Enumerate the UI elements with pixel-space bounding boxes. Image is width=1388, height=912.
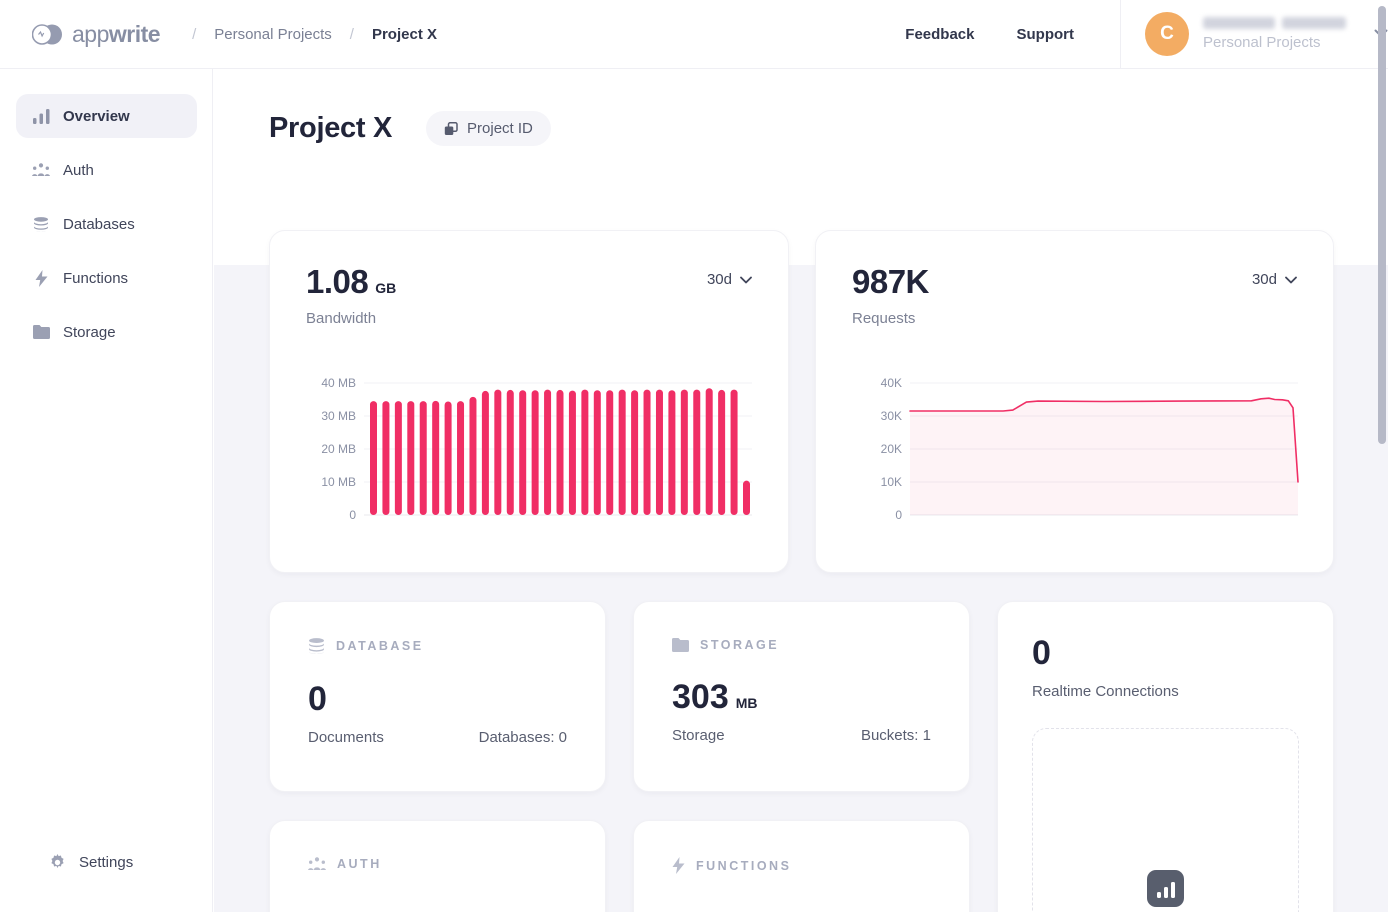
svg-text:10K: 10K: [881, 475, 902, 489]
sidebar-item-label: Settings: [79, 853, 134, 871]
bandwidth-chart: 40 MB 30 MB 20 MB 10 MB 0: [321, 376, 752, 522]
users-icon: [308, 857, 326, 871]
account-text: Personal Projects: [1203, 17, 1346, 51]
database-category-label: DATABASE: [336, 639, 424, 653]
requests-card: 987K Requests 30d 40K 30K 20K 10K 0: [815, 230, 1334, 573]
appwrite-logo[interactable]: appwrite: [32, 20, 161, 48]
auth-category-label: AUTH: [337, 857, 382, 871]
bandwidth-label: Bandwidth: [306, 310, 377, 327]
sidebar-item-overview[interactable]: Overview: [16, 94, 197, 138]
documents-label: Documents: [308, 729, 384, 746]
storage-unit: MB: [735, 695, 758, 711]
svg-text:40K: 40K: [881, 376, 902, 390]
sidebar-item-databases[interactable]: Databases: [16, 202, 197, 246]
sidebar-item-label: Auth: [63, 161, 94, 179]
account-menu-button[interactable]: C Personal Projects: [1120, 0, 1388, 69]
sidebar-item-label: Storage: [63, 323, 116, 341]
sidebar-item-label: Functions: [63, 269, 129, 287]
copy-icon: [444, 121, 458, 136]
svg-text:10 MB: 10 MB: [321, 475, 356, 489]
buckets-count: Buckets: 1: [860, 727, 931, 744]
breadcrumb-personal-projects[interactable]: Personal Projects: [214, 25, 332, 43]
sidebar-item-label: Databases: [63, 215, 135, 233]
sidebar-item-settings[interactable]: Settings: [32, 840, 213, 884]
project-id-label: Project ID: [467, 120, 533, 137]
gear-icon: [48, 853, 66, 871]
header-nav: Feedback Support: [905, 26, 1074, 43]
vertical-scrollbar[interactable]: [1378, 6, 1386, 444]
functions-card[interactable]: FUNCTIONS: [633, 820, 970, 912]
requests-chart: 40K 30K 20K 10K 0: [881, 376, 1299, 522]
bandwidth-period-dropdown[interactable]: 30d: [707, 271, 752, 288]
account-org-label: Personal Projects: [1203, 34, 1321, 51]
storage-category-label: STORAGE: [700, 638, 780, 652]
database-icon: [32, 215, 50, 233]
svg-text:30 MB: 30 MB: [321, 409, 356, 423]
chevron-down-icon: [1285, 276, 1297, 283]
bandwidth-value: 1.08: [306, 263, 369, 300]
sidebar: Overview Auth Databases Functions Storag…: [0, 69, 213, 912]
users-icon: [32, 161, 50, 179]
svg-text:40 MB: 40 MB: [321, 376, 356, 390]
chevron-down-icon: [740, 276, 752, 283]
page-title: Project X: [269, 112, 393, 144]
breadcrumb-current-project[interactable]: Project X: [371, 25, 437, 43]
realtime-connections-label: Realtime Connections: [1032, 683, 1179, 700]
functions-category-label: FUNCTIONS: [696, 858, 792, 873]
top-bar: appwrite / Personal Projects / Project X…: [0, 0, 1388, 69]
breadcrumb: / Personal Projects / Project X: [192, 26, 437, 43]
realtime-empty-state: No data to show Get started with Realtim…: [1032, 728, 1299, 912]
project-id-button[interactable]: Project ID: [426, 111, 551, 146]
storage-label: Storage: [672, 727, 725, 744]
sidebar-item-label: Overview: [63, 107, 130, 125]
blurred-user-name: [1203, 17, 1346, 29]
main-content: Project X Project ID 1.08 GB Bandwidth 3…: [214, 69, 1388, 912]
support-link[interactable]: Support: [1016, 25, 1075, 43]
breadcrumb-separator: /: [349, 25, 354, 43]
sidebar-item-functions[interactable]: Functions: [16, 256, 197, 300]
folder-icon: [672, 638, 689, 652]
storage-card[interactable]: STORAGE 303 MB Storage Buckets: 1: [633, 601, 970, 792]
sidebar-item-auth[interactable]: Auth: [16, 148, 197, 192]
appwrite-logo-icon: [32, 23, 63, 45]
lightning-icon: [672, 857, 685, 874]
documents-count: 0: [308, 680, 327, 718]
bar-chart-icon: [32, 107, 50, 125]
realtime-connections-count: 0: [1032, 634, 1051, 672]
auth-card[interactable]: AUTH: [269, 820, 606, 912]
no-data-chart-icon: [1147, 870, 1184, 907]
folder-icon: [32, 323, 50, 341]
svg-text:30K: 30K: [881, 409, 902, 423]
requests-period-dropdown[interactable]: 30d: [1252, 271, 1297, 288]
requests-label: Requests: [852, 310, 916, 327]
requests-value: 987K: [852, 263, 929, 300]
realtime-card: 0 Realtime Connections No data to show G…: [997, 601, 1334, 912]
lightning-icon: [32, 269, 50, 287]
database-card[interactable]: DATABASE 0 Documents Databases: 0: [269, 601, 606, 792]
svg-text:20 MB: 20 MB: [321, 442, 356, 456]
breadcrumb-separator: /: [192, 25, 197, 43]
bandwidth-unit: GB: [375, 280, 397, 296]
avatar: C: [1145, 12, 1189, 56]
storage-value: 303: [672, 678, 729, 716]
sidebar-item-storage[interactable]: Storage: [16, 310, 197, 354]
database-icon: [308, 638, 325, 654]
databases-count: Databases: 0: [478, 729, 567, 746]
svg-text:0: 0: [349, 508, 356, 522]
svg-text:20K: 20K: [881, 442, 902, 456]
feedback-link[interactable]: Feedback: [905, 25, 975, 43]
svg-text:0: 0: [895, 508, 902, 522]
appwrite-logo-text: appwrite: [72, 20, 161, 47]
bandwidth-card: 1.08 GB Bandwidth 30d 40 MB 30 MB 20 MB 10 …: [269, 230, 789, 573]
